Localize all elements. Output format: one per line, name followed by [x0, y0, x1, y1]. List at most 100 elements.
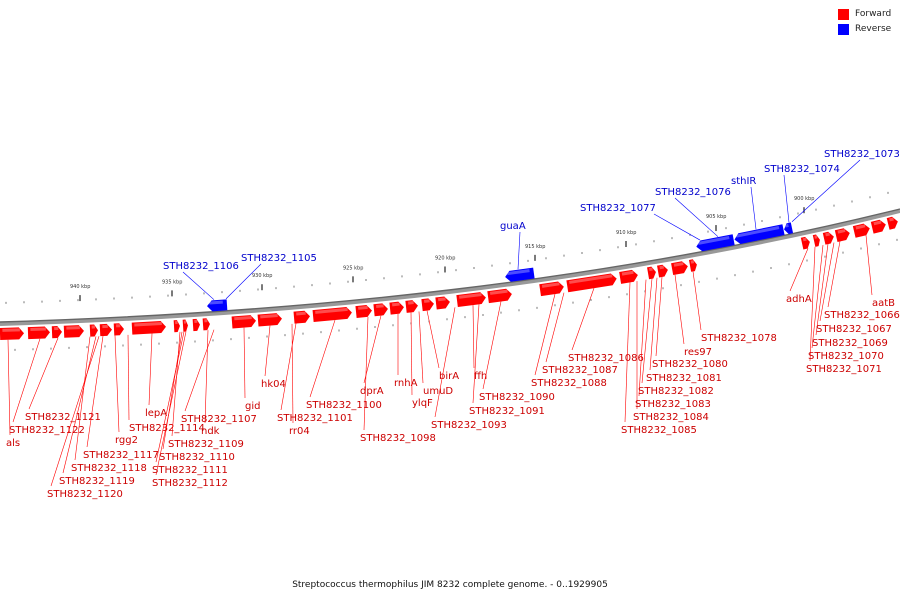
gene-arrow: [182, 319, 188, 332]
gene-fwd-37[interactable]: [870, 219, 887, 234]
gene-fwd-20[interactable]: [405, 300, 418, 313]
forward-gene-label: STH8232_1119: [59, 476, 135, 487]
gene-shine: [837, 228, 846, 234]
gene-fwd-11[interactable]: [192, 318, 201, 332]
forward-leader-line: [171, 331, 181, 437]
gene-fwd-21[interactable]: [421, 298, 434, 312]
gene-arrow: [886, 216, 898, 230]
gene-fwd-33[interactable]: [812, 234, 821, 247]
gene-arrow: [373, 303, 388, 317]
forward-gene-label: STH8232_1091: [469, 406, 545, 417]
forward-gene-label: dprA: [360, 386, 384, 397]
gene-fwd-10[interactable]: [182, 319, 189, 332]
gene-arrow: [389, 301, 404, 315]
forward-gene-label: STH8232_1082: [638, 386, 714, 397]
forward-leader-line: [865, 235, 873, 296]
gene-fwd-32[interactable]: [800, 236, 811, 250]
gene-fwd-24[interactable]: [487, 288, 512, 304]
gene-fwd-6[interactable]: [99, 323, 113, 337]
forward-leader-line: [162, 331, 183, 450]
gene-shine: [697, 236, 730, 245]
reverse-gene-label: STH8232_1073: [824, 149, 900, 160]
forward-gene-label: STH8232_1088: [531, 378, 607, 389]
gene-fwd-31[interactable]: [688, 259, 698, 272]
gene-fwd-16[interactable]: [312, 306, 353, 323]
gene-fwd-17[interactable]: [355, 304, 372, 319]
forward-leader-line: [363, 315, 382, 384]
forward-leader-line: [86, 336, 104, 448]
gene-shine: [175, 321, 178, 325]
gene-fwd-15[interactable]: [293, 310, 311, 324]
gene-fwd-36[interactable]: [852, 222, 871, 238]
legend: Forward Reverse: [838, 9, 898, 39]
forward-gene-label: ylqF: [412, 398, 433, 409]
tick-label: 940 kbp: [70, 284, 90, 290]
forward-leader-line: [7, 339, 11, 436]
gene-shine: [437, 297, 446, 302]
gene-fwd-14[interactable]: [257, 313, 283, 327]
gene-fwd-38[interactable]: [886, 216, 900, 230]
genome-backbone-highlight: [0, 208, 900, 323]
gene-rev-3[interactable]: [695, 234, 735, 252]
gene-fwd-7[interactable]: [113, 323, 125, 336]
gene-fwd-34[interactable]: [822, 231, 835, 245]
gene-fwd-26[interactable]: [566, 273, 617, 293]
forward-gene-label: STH8232_1114: [129, 423, 205, 434]
forward-gene-label: STH8232_1069: [812, 338, 888, 349]
gene-fwd-35[interactable]: [834, 227, 851, 242]
gene-fwd-22[interactable]: [435, 296, 450, 310]
forward-gene-label: STH8232_1118: [71, 463, 147, 474]
gene-rev-2[interactable]: [504, 267, 535, 283]
gene-arrow: [822, 231, 834, 245]
forward-gene-label: aatB: [872, 298, 895, 309]
gene-arrow: [435, 296, 450, 310]
forward-gene-label: rgg2: [115, 435, 138, 446]
reverse-leader-line: [674, 197, 719, 237]
forward-gene-label: ndk: [201, 426, 220, 437]
gene-shine: [659, 265, 665, 270]
gene-fwd-12[interactable]: [202, 318, 211, 331]
gene-shine: [54, 326, 59, 331]
gene-rev-1[interactable]: [207, 299, 228, 312]
gene-rev-4[interactable]: [733, 224, 785, 245]
gene-arrow: [696, 234, 735, 252]
forward-leader-line: [815, 243, 829, 336]
gene-arrow: [293, 310, 310, 324]
gene-shine: [296, 311, 306, 316]
gene-rev-5[interactable]: [783, 222, 794, 235]
gene-fwd-29[interactable]: [657, 264, 669, 278]
forward-gene-label: STH8232_1067: [816, 324, 892, 335]
gene-shine: [784, 223, 789, 228]
forward-leader-line: [309, 319, 336, 398]
gene-fwd-2[interactable]: [27, 326, 50, 340]
gene-arrow: [456, 292, 486, 308]
gene-fwd-30[interactable]: [671, 260, 689, 276]
gene-fwd-25[interactable]: [539, 281, 564, 297]
gene-layer: [0, 216, 900, 341]
forward-gene-label: lepA: [145, 408, 167, 419]
gene-fwd-23[interactable]: [456, 292, 486, 308]
gene-fwd-28[interactable]: [647, 266, 657, 280]
gene-arrow: [784, 222, 794, 235]
legend-item-reverse[interactable]: Reverse: [838, 24, 898, 39]
gene-arrow: [734, 224, 785, 244]
gene-fwd-18[interactable]: [373, 303, 388, 317]
gene-shine: [507, 269, 530, 276]
forward-leader-line: [28, 337, 59, 410]
gene-fwd-19[interactable]: [389, 301, 404, 315]
gene-shine: [209, 300, 223, 305]
gene-fwd-8[interactable]: [131, 321, 167, 335]
gene-fwd-1[interactable]: [0, 327, 24, 341]
legend-item-forward[interactable]: Forward: [838, 9, 898, 24]
gene-fwd-5[interactable]: [89, 324, 99, 337]
gene-fwd-4[interactable]: [63, 325, 84, 338]
gene-fwd-27[interactable]: [619, 269, 639, 284]
gene-fwd-13[interactable]: [231, 315, 257, 329]
gene-fwd-3[interactable]: [51, 326, 62, 339]
gene-arrow: [539, 281, 564, 297]
gene-fwd-9[interactable]: [173, 320, 181, 333]
forward-gene-label: STH8232_1121: [25, 412, 101, 423]
forward-leader-line: [809, 246, 816, 362]
